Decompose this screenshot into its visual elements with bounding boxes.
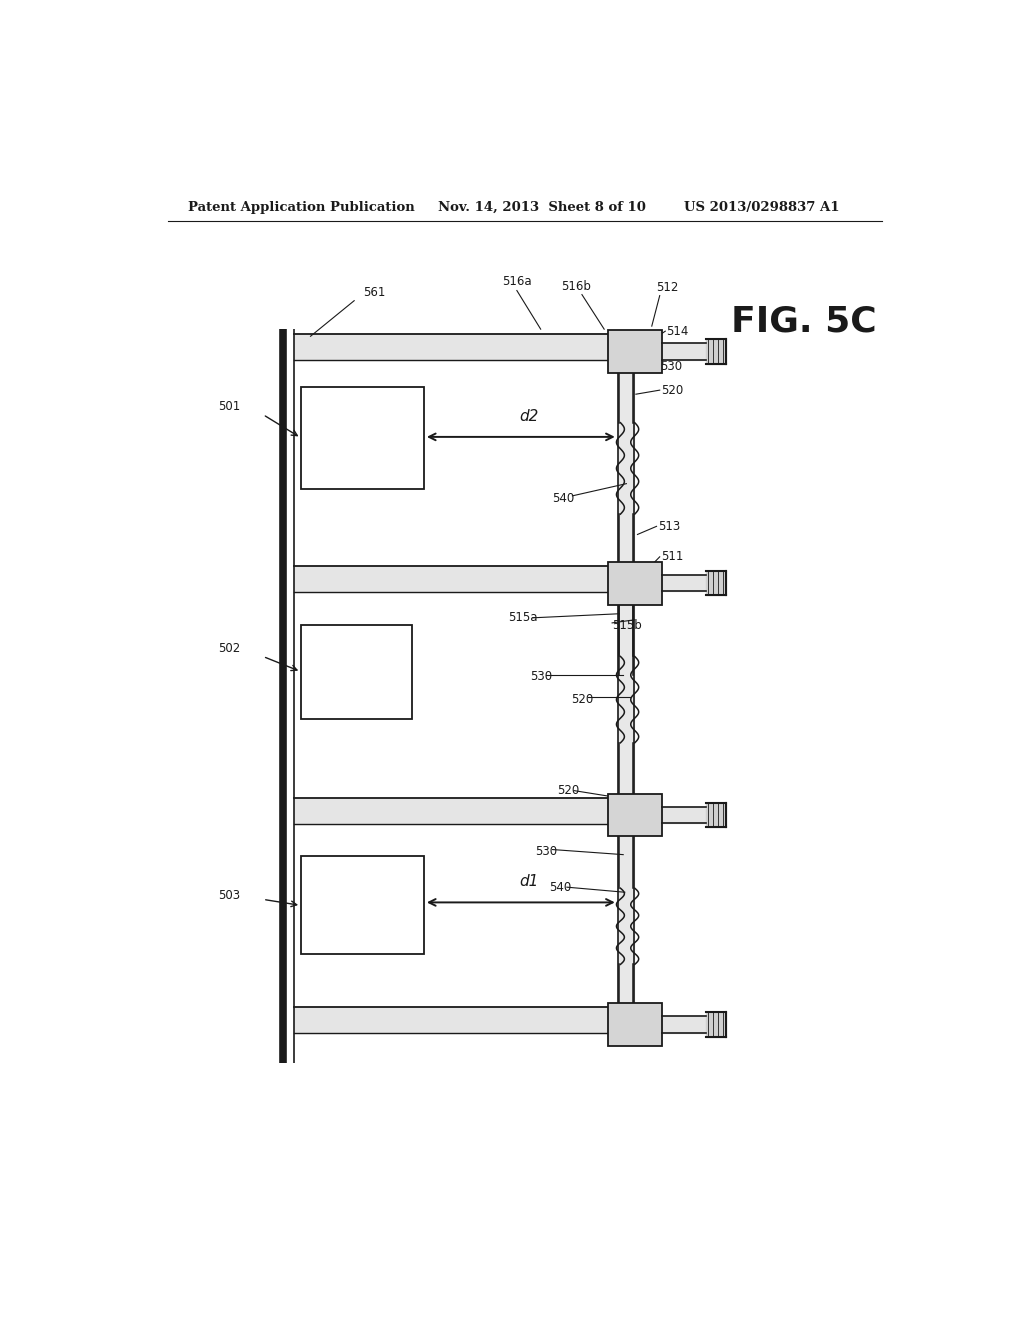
Text: 513: 513 <box>658 520 680 533</box>
Text: Patent Application Publication: Patent Application Publication <box>187 201 415 214</box>
Text: 515b: 515b <box>612 619 642 632</box>
Text: 503: 503 <box>218 888 241 902</box>
Text: 514: 514 <box>666 325 688 338</box>
Text: 502: 502 <box>218 642 241 655</box>
Bar <box>301 855 424 954</box>
Bar <box>301 387 424 488</box>
Bar <box>301 624 412 719</box>
Text: 530: 530 <box>659 360 682 374</box>
Bar <box>608 1003 663 1045</box>
Bar <box>608 330 663 372</box>
Bar <box>608 562 663 605</box>
Text: 501: 501 <box>218 400 241 413</box>
Text: FIG. 5C: FIG. 5C <box>731 304 877 338</box>
Text: 530: 530 <box>530 671 553 684</box>
Text: 520: 520 <box>557 784 580 797</box>
Text: 511: 511 <box>662 550 684 564</box>
Text: 530: 530 <box>536 845 557 858</box>
Text: Nov. 14, 2013  Sheet 8 of 10: Nov. 14, 2013 Sheet 8 of 10 <box>437 201 645 214</box>
Text: 520: 520 <box>570 693 593 706</box>
Text: 540: 540 <box>550 880 571 894</box>
Text: 516a: 516a <box>502 276 531 289</box>
Text: US 2013/0298837 A1: US 2013/0298837 A1 <box>684 201 839 214</box>
Text: d2: d2 <box>519 409 539 424</box>
Text: d1: d1 <box>519 874 539 890</box>
Text: 540: 540 <box>552 492 574 506</box>
Text: 520: 520 <box>662 384 684 396</box>
Bar <box>608 793 663 837</box>
Text: 516b: 516b <box>561 280 591 293</box>
Text: 561: 561 <box>362 285 385 298</box>
Text: 515a: 515a <box>509 611 538 624</box>
Text: 512: 512 <box>655 281 678 293</box>
